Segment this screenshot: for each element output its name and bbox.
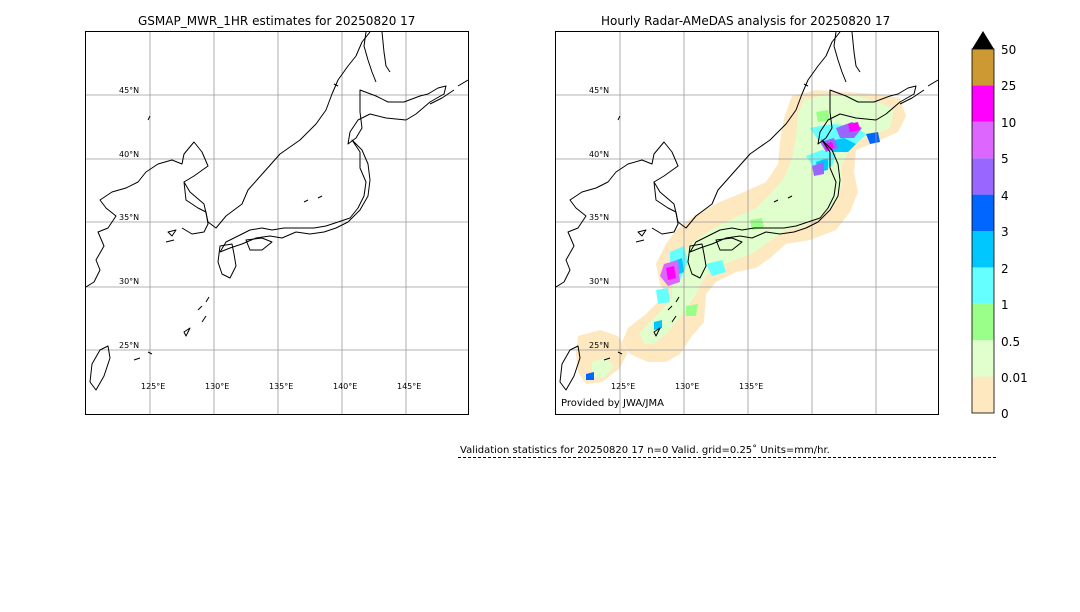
colorbar-label: 2 <box>1001 262 1009 276</box>
colorbar-label: 5 <box>1001 152 1009 166</box>
right-lat-label: 25°N <box>589 341 610 350</box>
colorbar-label: 3 <box>1001 225 1009 239</box>
colorbar-label: 1 <box>1001 298 1009 312</box>
colorbar-extend-arrow <box>972 31 994 49</box>
left-lat-label: 30°N <box>119 277 140 286</box>
colorbar-segment <box>972 85 994 122</box>
data-credit: Provided by JWA/JMA <box>561 398 664 409</box>
right-lat-label: 30°N <box>589 277 610 286</box>
right-map-title: Hourly Radar-AMeDAS analysis for 2025082… <box>601 14 891 28</box>
precip-moderate-patches <box>586 110 866 380</box>
left-lat-label: 45°N <box>119 86 140 95</box>
left-lat-label: 40°N <box>119 150 140 159</box>
colorbar-segment <box>972 376 994 413</box>
colorbar-segments <box>972 49 994 413</box>
validation-statistics: Validation statistics for 20250820 17 n=… <box>460 445 830 456</box>
colorbar-segment <box>972 158 994 195</box>
right-lat-label: 35°N <box>589 213 610 222</box>
left-graticule <box>86 32 468 414</box>
colorbar-label: 0.01 <box>1001 371 1028 385</box>
right-lat-label: 45°N <box>589 86 610 95</box>
left-lat-label: 25°N <box>119 341 140 350</box>
left-map-title: GSMAP_MWR_1HR estimates for 20250820 17 <box>138 14 416 28</box>
right-lon-label: 130°E <box>675 382 700 391</box>
right-map <box>555 31 939 415</box>
left-map-canvas <box>86 32 468 414</box>
right-lon-label: 125°E <box>611 382 636 391</box>
right-map-canvas <box>556 32 938 414</box>
colorbar-label: 50 <box>1001 43 1017 57</box>
right-coastline <box>556 32 938 391</box>
colorbar-segment <box>972 340 994 377</box>
right-lat-label: 40°N <box>589 150 610 159</box>
left-lon-label: 125°E <box>141 382 166 391</box>
colorbar-segment <box>972 121 994 159</box>
colorbar-label: 4 <box>1001 189 1009 203</box>
colorbar-label: 25 <box>1001 79 1017 93</box>
right-lon-label: 135°E <box>739 382 764 391</box>
colorbar-label: 0 <box>1001 407 1009 421</box>
colorbar-label: 10 <box>1001 116 1017 130</box>
colorbar-segment <box>972 49 994 86</box>
left-lon-label: 135°E <box>269 382 294 391</box>
left-map <box>85 31 469 415</box>
colorbar <box>971 31 995 414</box>
left-lon-label: 130°E <box>205 382 230 391</box>
left-lon-label: 140°E <box>333 382 358 391</box>
precip-heavy-patches <box>660 122 880 286</box>
right-graticule <box>556 32 938 414</box>
colorbar-segment <box>972 194 994 231</box>
colorbar-segment <box>972 267 994 304</box>
colorbar-segment <box>972 231 994 268</box>
left-lon-label: 145°E <box>397 382 422 391</box>
colorbar-segment <box>972 303 994 341</box>
left-coastline <box>86 32 468 391</box>
left-lat-label: 35°N <box>119 213 140 222</box>
validation-underline <box>458 457 996 458</box>
colorbar-label: 0.5 <box>1001 335 1021 349</box>
